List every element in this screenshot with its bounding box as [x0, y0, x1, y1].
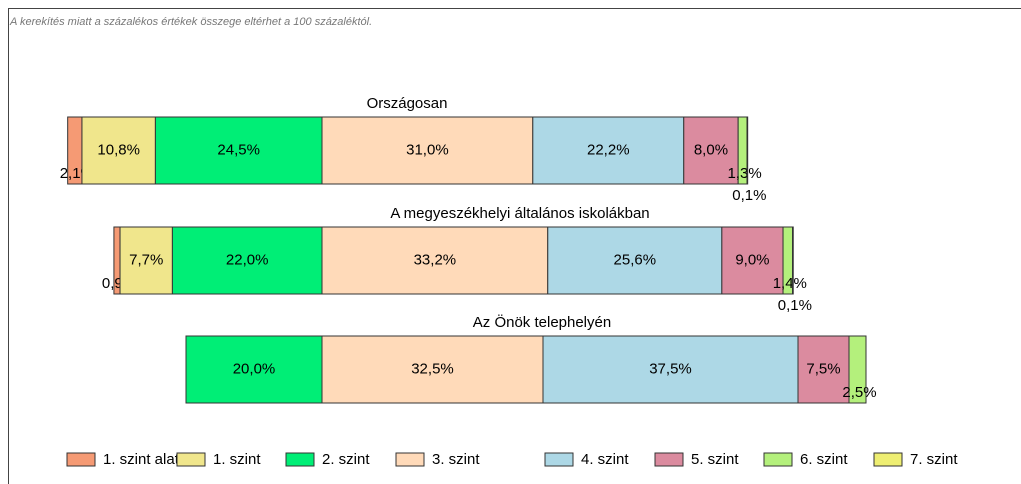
value-label: 32,5%	[411, 360, 454, 377]
value-label: 10,8%	[97, 141, 140, 158]
value-label: 24,5%	[217, 141, 260, 158]
bar-title: Országosan	[367, 95, 448, 112]
legend-swatch	[654, 452, 684, 467]
bar-segment	[119, 226, 173, 295]
value-label: 31,0%	[406, 141, 449, 158]
bar-segment	[321, 226, 549, 295]
value-label: 0,1%	[778, 297, 812, 314]
legend-label: 3. szint	[432, 451, 480, 468]
value-label: 20,0%	[233, 360, 276, 377]
bar-segment	[792, 226, 794, 295]
note: A kerekítés miatt a százalékos értékek ö…	[9, 16, 372, 28]
legend-swatch	[66, 452, 96, 467]
value-label: 25,6%	[614, 251, 657, 268]
legend-label: 1. szint	[213, 451, 261, 468]
bar-title: Az Önök telephelyén	[473, 313, 611, 331]
value-label: 9,0%	[735, 251, 769, 268]
value-label: 7,7%	[129, 251, 163, 268]
frame	[8, 8, 1021, 484]
bar-segment	[797, 335, 850, 404]
value-label: 22,0%	[226, 251, 269, 268]
legend-label: 1. szint alatti	[103, 451, 186, 468]
value-label: 8,0%	[694, 141, 728, 158]
bar-segment	[547, 226, 723, 295]
bar-segment	[721, 226, 784, 295]
bar-segment	[321, 335, 544, 404]
bar-segment	[848, 335, 867, 404]
legend-swatch	[544, 452, 574, 467]
value-label: 0,1%	[732, 187, 766, 204]
value-label: 22,2%	[587, 141, 630, 158]
legend-label: 7. szint	[910, 451, 958, 468]
legend-swatch	[285, 452, 315, 467]
legend-swatch	[873, 452, 903, 467]
bar-segment	[81, 116, 156, 185]
bar-segment	[171, 226, 323, 295]
bar-segment	[542, 335, 799, 404]
legend-swatch	[176, 452, 206, 467]
bar-segment	[746, 116, 749, 185]
bar-segment	[683, 116, 739, 185]
bar-title: A megyeszékhelyi általános iskolákban	[390, 205, 649, 222]
value-label: 1,4%	[773, 275, 807, 292]
value-label: 37,5%	[649, 360, 692, 377]
legend-swatch	[763, 452, 793, 467]
legend-label: 4. szint	[581, 451, 629, 468]
bar-segment	[185, 335, 323, 404]
value-label: 33,2%	[414, 251, 457, 268]
value-label: 2,5%	[842, 384, 876, 401]
value-label: 7,5%	[806, 360, 840, 377]
legend-label: 6. szint	[800, 451, 848, 468]
bar-segment	[154, 116, 323, 185]
legend-label: 2. szint	[322, 451, 370, 468]
legend-swatch	[395, 452, 425, 467]
legend-label: 5. szint	[691, 451, 739, 468]
value-label: 1,3%	[727, 165, 761, 182]
